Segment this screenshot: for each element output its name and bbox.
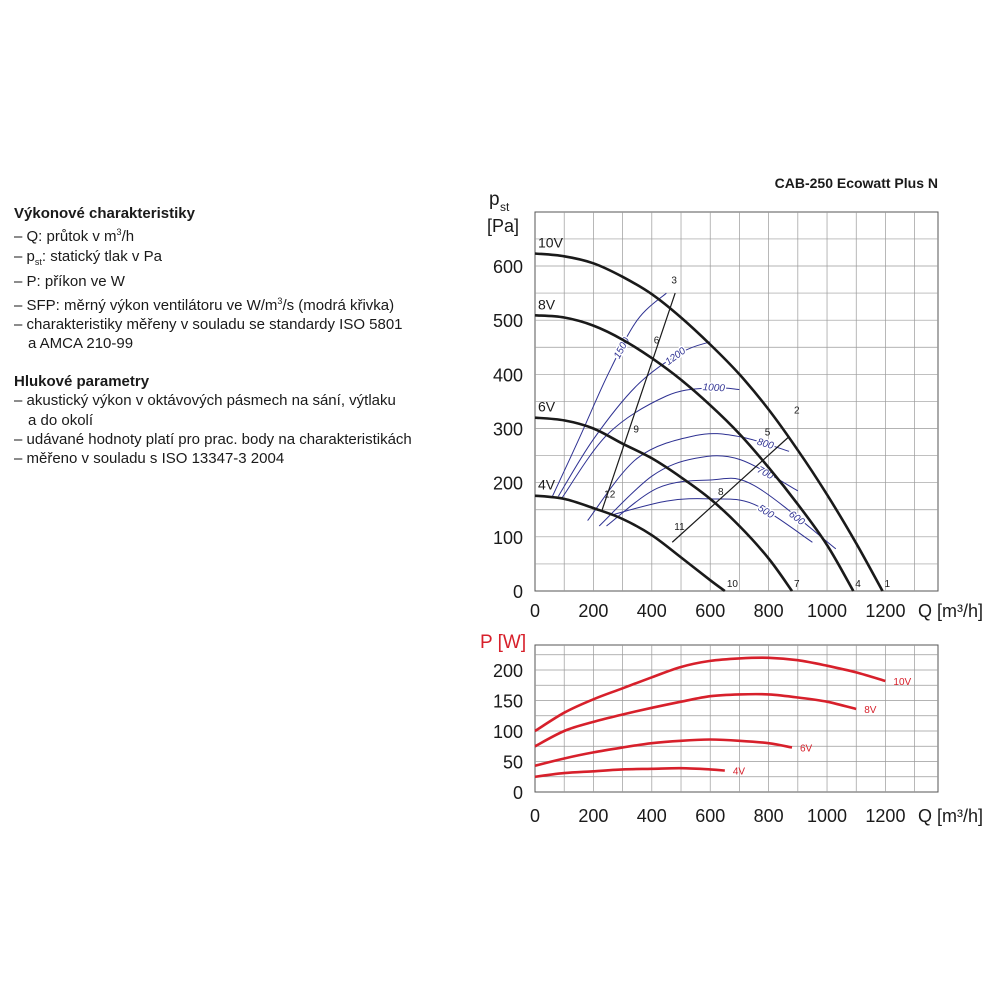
operating-point-label: 6 — [654, 335, 660, 346]
note-flow: – Q: průtok v m3/h — [14, 227, 135, 246]
note-sfp: – SFP: měrný výkon ventilátoru ve W/m3/s… — [14, 295, 395, 314]
pressure-ylabel: p — [489, 189, 500, 210]
power-ytick-label: 200 — [493, 661, 523, 681]
power-xlabel: Q [m³/h] — [918, 806, 983, 826]
notes-panel: Výkonové charakteristiky – Q: průtok v m… — [14, 204, 454, 469]
power-ytick-label: 0 — [513, 783, 523, 803]
pressure-ytick-label: 400 — [493, 365, 523, 385]
fan-curve-label: 8V — [538, 296, 556, 312]
note-pressure: – pst: statický tlak v Pa — [14, 247, 162, 267]
note-standards-cont: a AMCA 210-99 — [28, 335, 134, 353]
pressure-ytick-label: 300 — [493, 420, 523, 440]
power-plot-frame — [534, 644, 939, 793]
pressure-ytick-label: 500 — [493, 311, 523, 331]
power-xtick-label: 0 — [530, 806, 540, 826]
system-characteristic-line — [671, 436, 790, 543]
operating-point-label: 7 — [794, 579, 800, 590]
pressure-xtick-label: 600 — [695, 601, 725, 621]
sfp-curve-800 — [587, 433, 790, 521]
power-xtick-label: 600 — [695, 806, 725, 826]
note-power: – P: příkon ve W — [14, 273, 125, 291]
operating-point-label: 10 — [727, 579, 739, 590]
pressure-chart: CAB-250 Ecowatt Plus Np st[Pa]01002003004… — [487, 175, 983, 621]
operating-point-label: 4 — [855, 579, 861, 590]
power-ytick-label: 100 — [493, 722, 523, 742]
power-curve-4V — [534, 766, 725, 779]
power-xtick-label: 1000 — [807, 806, 847, 826]
pressure-xtick-label: 1200 — [865, 601, 905, 621]
sfp-curve-label: 1200 — [664, 345, 689, 367]
pressure-ytick-label: 600 — [493, 257, 523, 277]
sfp-curve-label: 500 — [756, 503, 776, 522]
fan-curve-label: 10V — [538, 235, 564, 251]
operating-point-label: 2 — [794, 406, 800, 417]
operating-point-label: 8 — [718, 487, 724, 498]
pressure-ytick-label: 0 — [513, 582, 523, 602]
sfp-curve-label: 800 — [756, 437, 776, 452]
note-standards: – charakteristiky měřeny v souladu se st… — [14, 316, 403, 334]
power-ytick-label: 150 — [493, 692, 523, 712]
operating-point-label: 9 — [633, 425, 639, 436]
pressure-ytick-label: 200 — [493, 474, 523, 494]
pressure-xtick-label: 1000 — [807, 601, 847, 621]
power-xtick-label: 200 — [578, 806, 608, 826]
operating-point-label: 12 — [604, 490, 616, 501]
system-characteristic-line — [601, 292, 676, 510]
pressure-xlabel: Q [m³/h] — [918, 601, 983, 621]
power-chart: P [W] 0 50 100 150 200 0 200 400 600 800 1000 1200 Q … — [480, 632, 983, 826]
operating-point-label: 1 — [885, 579, 891, 590]
operating-point-label: 3 — [671, 276, 677, 287]
pressure-ytick-label: 100 — [493, 528, 523, 548]
fan-curve-label: 6V — [538, 399, 556, 415]
pressure-xtick-label: 0 — [530, 601, 540, 621]
power-curve-label: 6V — [800, 743, 813, 754]
sfp-curve-600 — [606, 477, 837, 550]
power-curve-label: 10V — [893, 677, 911, 688]
power-curve-6V — [534, 738, 793, 768]
sfp-curve-1500 — [552, 292, 667, 497]
power-ytick-label: 50 — [503, 753, 523, 773]
fan-curve-8V — [534, 314, 855, 592]
operating-point-label: 11 — [674, 522, 685, 533]
note-iso: – měřeno v souladu s ISO 13347-3 2004 — [14, 450, 285, 468]
power-curve-10V — [534, 656, 886, 733]
pressure-xtick-label: 800 — [754, 601, 784, 621]
sfp-curve-label: 1000 — [702, 382, 725, 394]
fan-curve-label: 4V — [538, 477, 556, 493]
note-acoustic: – akustický výkon v oktávových pásmech n… — [14, 392, 396, 410]
sfp-curve-1000 — [560, 387, 740, 500]
power-xtick-label: 1200 — [865, 806, 905, 826]
chart-title: CAB-250 Ecowatt Plus N — [775, 175, 938, 191]
power-curve-8V — [534, 692, 857, 748]
performance-heading: Výkonové charakteristiky — [14, 205, 195, 222]
fan-curve-4V — [534, 494, 726, 593]
fan-curve-6V — [534, 416, 794, 592]
power-xtick-label: 800 — [754, 806, 784, 826]
pressure-yunit: [Pa] — [487, 216, 519, 236]
power-curve-label: 8V — [864, 705, 877, 716]
power-xtick-label: 400 — [637, 806, 667, 826]
sfp-curve-700 — [598, 455, 799, 527]
note-operating-points: – udávané hodnoty platí pro prac. body n… — [14, 431, 412, 449]
pressure-xtick-label: 200 — [578, 601, 608, 621]
pressure-ylabel-sub: st — [500, 200, 510, 214]
note-acoustic-cont: a do okolí — [28, 411, 94, 429]
power-ylabel: P [W] — [480, 632, 526, 653]
pressure-xtick-label: 400 — [637, 601, 667, 621]
sfp-curve-1200 — [557, 341, 711, 497]
noise-heading: Hlukové parametry — [14, 372, 150, 390]
operating-point-label: 5 — [765, 427, 771, 438]
power-curve-label: 4V — [733, 767, 746, 778]
fan-curve-10V — [534, 252, 884, 592]
